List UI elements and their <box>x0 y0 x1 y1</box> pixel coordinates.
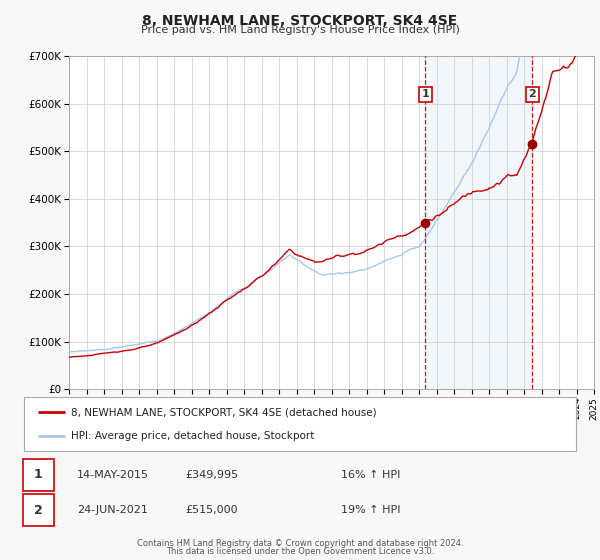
Text: Price paid vs. HM Land Registry's House Price Index (HPI): Price paid vs. HM Land Registry's House … <box>140 25 460 35</box>
Text: 1: 1 <box>34 468 43 482</box>
Text: 1: 1 <box>422 89 430 99</box>
Text: 8, NEWHAM LANE, STOCKPORT, SK4 4SE: 8, NEWHAM LANE, STOCKPORT, SK4 4SE <box>142 14 458 28</box>
Text: 2: 2 <box>34 503 43 517</box>
Text: 19% ↑ HPI: 19% ↑ HPI <box>341 505 400 515</box>
Text: 16% ↑ HPI: 16% ↑ HPI <box>341 470 400 480</box>
Text: 14-MAY-2015: 14-MAY-2015 <box>77 470 149 480</box>
Text: This data is licensed under the Open Government Licence v3.0.: This data is licensed under the Open Gov… <box>166 547 434 556</box>
Text: 24-JUN-2021: 24-JUN-2021 <box>77 505 148 515</box>
Text: 8, NEWHAM LANE, STOCKPORT, SK4 4SE (detached house): 8, NEWHAM LANE, STOCKPORT, SK4 4SE (deta… <box>71 407 377 417</box>
Text: HPI: Average price, detached house, Stockport: HPI: Average price, detached house, Stoc… <box>71 431 314 441</box>
Bar <box>425 56 532 389</box>
Text: £515,000: £515,000 <box>185 505 238 515</box>
Text: Contains HM Land Registry data © Crown copyright and database right 2024.: Contains HM Land Registry data © Crown c… <box>137 539 463 548</box>
Text: 2: 2 <box>529 89 536 99</box>
Text: £349,995: £349,995 <box>185 470 238 480</box>
